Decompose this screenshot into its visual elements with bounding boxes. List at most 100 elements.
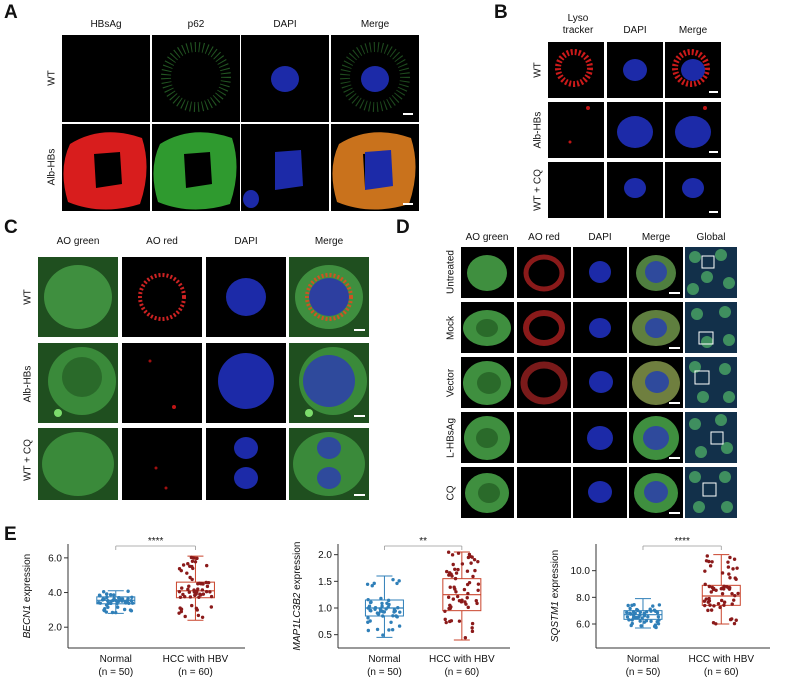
y-tick-label: 6.0 <box>576 620 590 631</box>
data-point <box>626 603 630 608</box>
micrograph-a-albhbs-dapi <box>241 124 329 211</box>
data-point <box>730 591 734 596</box>
data-point <box>389 620 393 624</box>
data-point <box>728 555 732 560</box>
significance-label: **** <box>148 536 164 547</box>
data-point <box>98 594 102 598</box>
significance-label: ** <box>419 536 427 547</box>
data-point <box>127 601 131 605</box>
data-point <box>630 618 634 622</box>
data-point <box>201 582 205 586</box>
data-point <box>728 576 732 580</box>
data-point <box>205 584 210 589</box>
micrograph-c-wt-aored <box>122 257 202 337</box>
y-tick-label: 8.0 <box>576 593 590 604</box>
data-point <box>712 586 716 591</box>
data-point <box>704 597 708 601</box>
data-point <box>192 588 196 592</box>
data-point <box>453 567 457 572</box>
data-point <box>470 629 475 634</box>
data-point <box>453 576 458 581</box>
x-category-label: Normal <box>100 654 132 665</box>
y-tick-label: 2.0 <box>318 550 332 561</box>
data-point <box>732 557 737 561</box>
micrograph-d-lhbsag-aored <box>517 412 571 463</box>
data-point <box>105 592 109 596</box>
data-point <box>452 585 456 589</box>
data-point <box>455 594 460 599</box>
data-point <box>381 610 386 614</box>
data-point <box>734 577 738 581</box>
row-label-wt: WT <box>532 62 544 78</box>
data-point <box>476 582 481 586</box>
micrograph-d-mock-merge <box>629 302 683 353</box>
data-point <box>730 602 734 606</box>
micrograph-d-mock-dapi <box>573 302 627 353</box>
data-point <box>630 621 634 626</box>
data-point <box>709 608 714 612</box>
micrograph-d-cq-dapi <box>573 467 627 518</box>
micrograph-a-wt-dapi <box>241 35 329 122</box>
data-point <box>378 607 383 611</box>
micrograph-a-wt-p62 <box>152 35 240 122</box>
micrograph-b-albhbs-dapi <box>607 102 663 158</box>
col-label-ao-green: AO green <box>465 232 509 243</box>
panel-label-b: B <box>494 2 508 23</box>
micrograph-a-albhbs-p62 <box>152 124 240 211</box>
micrograph-d-untreated-merge <box>629 247 683 298</box>
x-n-label: (n = 60) <box>178 667 213 678</box>
data-point <box>391 577 395 582</box>
row-label-alb-hbs: Alb-HBs <box>532 111 544 149</box>
data-point <box>711 621 716 625</box>
data-point <box>649 619 653 624</box>
data-point <box>644 619 649 623</box>
micrograph-c-albhbs-aogreen <box>38 343 118 423</box>
x-category-label: Normal <box>368 654 400 665</box>
data-point <box>391 614 395 618</box>
data-point <box>390 628 395 632</box>
data-point <box>635 615 639 620</box>
data-point <box>196 613 201 618</box>
data-point <box>720 592 725 596</box>
data-point <box>628 611 632 616</box>
data-point <box>463 635 468 640</box>
micrograph-d-untreated-dapi <box>573 247 627 298</box>
data-point <box>396 606 400 610</box>
col-label-lysotracker: Lyso tracker <box>562 13 594 36</box>
row-label-cq: CQ <box>445 485 457 501</box>
data-point <box>204 589 209 594</box>
data-point <box>462 587 467 592</box>
data-point <box>467 552 472 557</box>
data-point <box>108 593 113 597</box>
data-point <box>451 597 456 601</box>
data-point <box>205 563 209 568</box>
data-point <box>397 579 401 583</box>
data-point <box>370 584 374 588</box>
micrograph-d-untreated-global <box>685 247 737 298</box>
col-label-global: Global <box>696 232 726 243</box>
data-point <box>190 559 195 563</box>
data-point <box>703 603 707 608</box>
data-point <box>448 585 452 589</box>
col-label-merge: Merge <box>314 236 344 247</box>
data-point <box>109 601 113 606</box>
col-label-dapi: DAPI <box>273 19 297 30</box>
data-point <box>732 598 736 602</box>
data-point <box>206 580 211 585</box>
data-point <box>365 582 370 586</box>
data-point <box>375 627 380 632</box>
data-point <box>705 554 709 558</box>
micrograph-d-untreated-aored <box>517 247 571 298</box>
col-label-dapi: DAPI <box>623 25 647 36</box>
micrograph-c-albhbs-dapi <box>206 343 286 423</box>
data-point <box>200 615 205 619</box>
row-label-wt-cq: WT + CQ <box>532 169 544 211</box>
data-point <box>470 621 475 626</box>
data-point <box>657 603 662 607</box>
data-point <box>130 601 135 605</box>
data-point <box>703 569 707 573</box>
data-point <box>734 618 738 622</box>
data-point <box>709 590 713 594</box>
data-point <box>631 615 636 620</box>
data-point <box>736 591 740 596</box>
